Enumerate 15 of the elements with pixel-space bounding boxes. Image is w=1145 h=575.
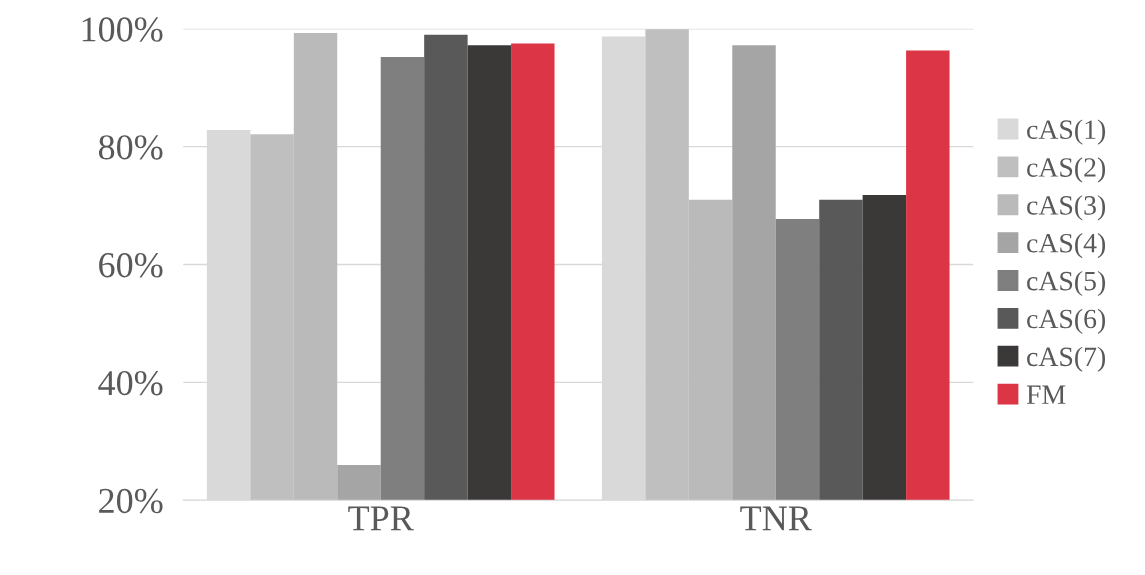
legend-label: cAS(2) xyxy=(1027,157,1106,183)
legend-label: cAS(6) xyxy=(1027,308,1106,334)
legend-label: cAS(5) xyxy=(1027,270,1106,297)
legend-label: cAS(3) xyxy=(1027,195,1106,221)
legend-label: cAS(4) xyxy=(1027,233,1106,259)
y-tick-label: 100% xyxy=(82,17,163,42)
legend-label: cAS(7) xyxy=(1027,346,1106,372)
x-tick-label: TPR xyxy=(348,506,414,531)
legend-label: cAS(1) xyxy=(1027,119,1106,145)
x-tick-label: TNR xyxy=(740,506,812,531)
y-tick-label: 40% xyxy=(98,370,163,396)
y-tick-label: 60% xyxy=(99,253,163,278)
y-tick-label: 20% xyxy=(99,488,163,514)
legend-label: FM xyxy=(1026,385,1066,404)
y-tick-label: 80% xyxy=(98,135,163,160)
